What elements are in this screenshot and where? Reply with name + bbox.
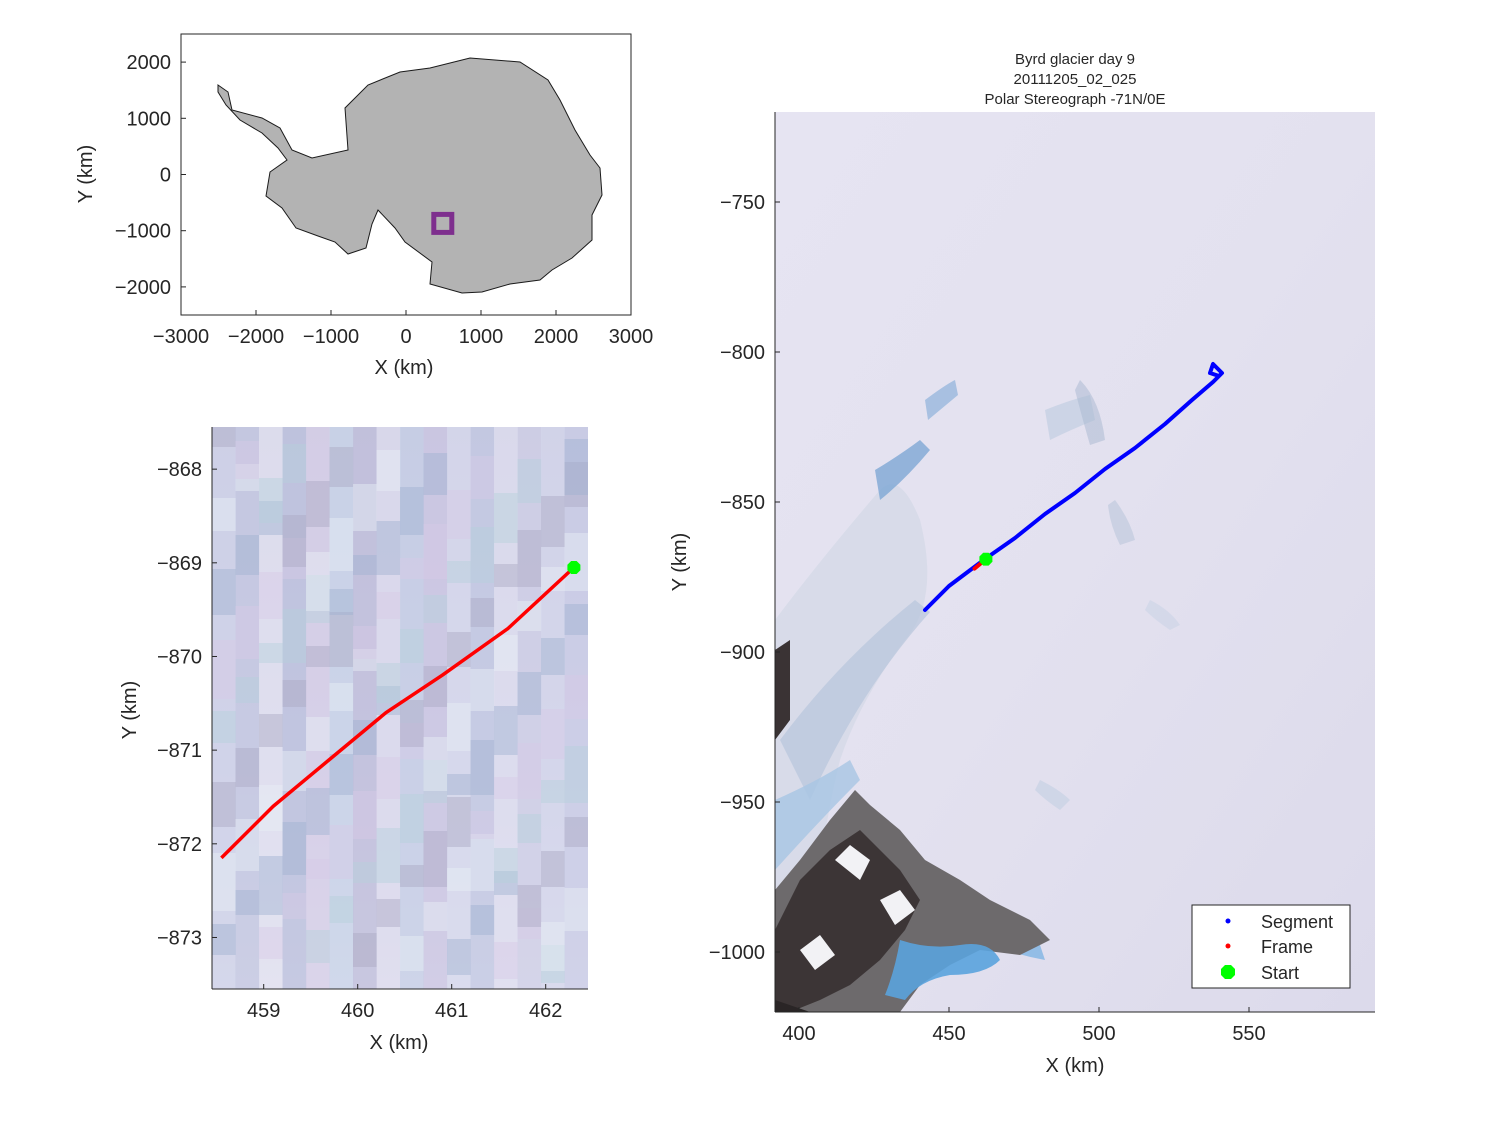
detail-ytick-label: −872 [157, 834, 202, 856]
detail-ytick-label: −870 [157, 646, 202, 668]
main-map: Byrd glacier day 9 20111205_02_025 Polar… [669, 51, 1375, 1077]
detail-ytick-label: −871 [157, 740, 202, 762]
detail-image [212, 427, 588, 989]
main-xlabel: X (km) [1046, 1055, 1105, 1077]
main-ytick-label: −1000 [709, 942, 765, 964]
legend-box [1191, 904, 1351, 989]
detail-map: 459 460 461 462 −873 −872 −871 −870 −869 −868 X (… [119, 427, 588, 1054]
main-title-line-1: Byrd glacier day 9 [1015, 51, 1135, 68]
antarctica-landmass [217, 57, 603, 294]
main-ytick-label: −800 [720, 342, 765, 364]
satellite-image [775, 112, 1375, 1012]
location-marker [431, 211, 455, 235]
overview-xtick-label: 3000 [609, 326, 654, 348]
legend-start-marker [1221, 965, 1235, 979]
main-ytick-label: −750 [720, 192, 765, 214]
detail-start-octagon [567, 561, 581, 574]
detail-xlabel: X (km) [370, 1032, 429, 1054]
detail-frame-line [220, 566, 576, 860]
detail-start-marker [567, 561, 581, 574]
start-octagon [979, 552, 993, 566]
legend-segment-label: Segment [1261, 912, 1333, 932]
overview-ytick-label: 1000 [127, 108, 172, 130]
main-ytick-label: −950 [720, 792, 765, 814]
main-xtick-label: 450 [932, 1023, 965, 1045]
main-ylabel: Y (km) [669, 533, 691, 592]
detail-ylabel: Y (km) [119, 681, 141, 740]
detail-ytick-label: −873 [157, 927, 202, 949]
overview-ytick-label: −1000 [115, 221, 171, 243]
main-ytick-label: −850 [720, 492, 765, 514]
main-title-line-3: Polar Stereograph -71N/0E [985, 91, 1166, 108]
main-title-line-2: 20111205_02_025 [1014, 71, 1137, 88]
main-ticks: 400 450 500 550 −1000 −950 −900 −850 −800 −750 [709, 112, 1375, 1045]
detail-xtick-label: 460 [341, 1000, 374, 1022]
overview-xtick-label: 0 [400, 326, 411, 348]
detail-xtick-label: 461 [435, 1000, 468, 1022]
overview-xtick-label: 1000 [459, 326, 504, 348]
overview-xtick-label: −2000 [228, 326, 284, 348]
detail-ticks: 459 460 461 462 −873 −872 −871 −870 −869 −868 [157, 427, 588, 1022]
overview-ytick-label: −2000 [115, 277, 171, 299]
segment-line [923, 362, 1224, 612]
main-xtick-label: 400 [782, 1023, 815, 1045]
detail-ytick-label: −868 [157, 459, 202, 481]
overview-xtick-label: −3000 [153, 326, 209, 348]
overview-ticks: −3000 −2000 −1000 0 1000 2000 3000 −2000 −1000 0 1… [115, 52, 653, 348]
legend: Segment Frame Start [1191, 904, 1351, 989]
overview-ylabel: Y (km) [75, 145, 97, 204]
legend-segment-marker [1225, 918, 1231, 924]
main-ytick-label: −900 [720, 642, 765, 664]
overview-map: −3000 −2000 −1000 0 1000 2000 3000 −2000 −1000 0 1… [75, 33, 653, 379]
overview-xtick-label: −1000 [303, 326, 359, 348]
overview-xlabel: X (km) [375, 357, 434, 379]
detail-xtick-label: 459 [247, 1000, 280, 1022]
overview-ytick-label: 0 [160, 165, 171, 187]
start-marker [979, 552, 993, 566]
legend-frame-label: Frame [1261, 937, 1313, 957]
main-xtick-label: 500 [1082, 1023, 1115, 1045]
main-xtick-label: 550 [1232, 1023, 1265, 1045]
overview-ytick-label: 2000 [127, 52, 172, 74]
legend-start-label: Start [1261, 963, 1299, 983]
legend-frame-marker [1225, 943, 1231, 949]
detail-xtick-label: 462 [529, 1000, 562, 1022]
overview-xtick-label: 2000 [534, 326, 579, 348]
detail-ytick-label: −869 [157, 553, 202, 575]
